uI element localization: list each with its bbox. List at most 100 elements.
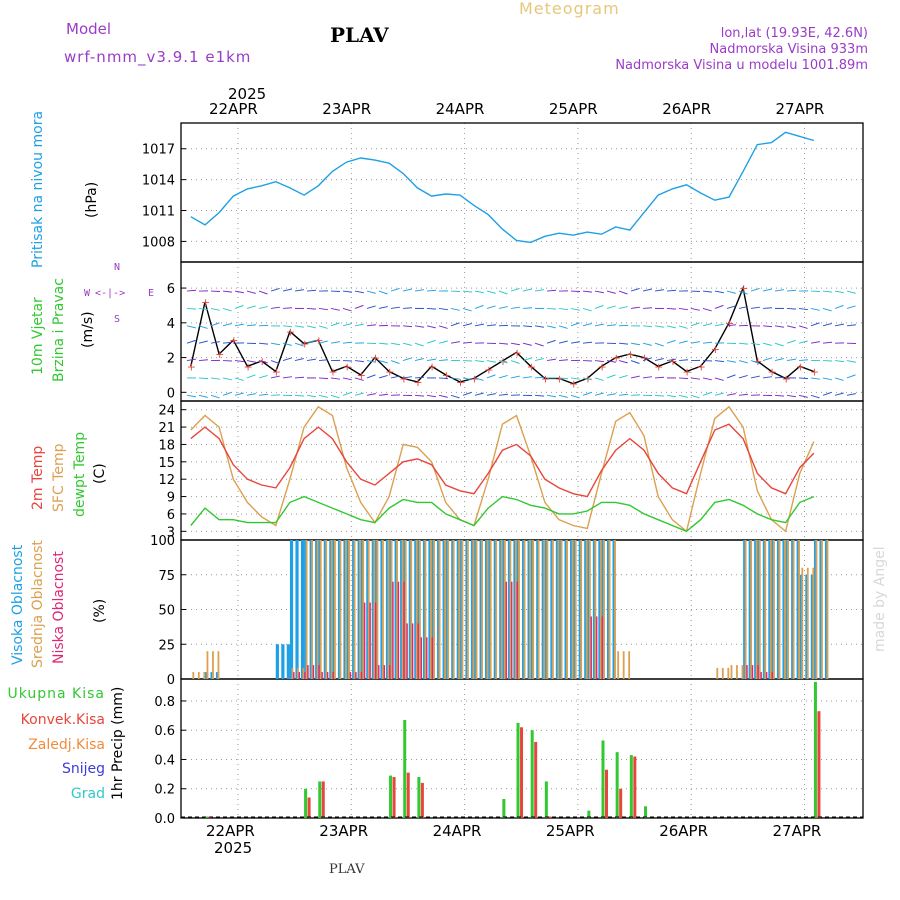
precip-total-bar	[204, 816, 208, 818]
wind-arrow	[414, 358, 424, 362]
wind-arrow	[210, 394, 220, 399]
wind-arrow	[786, 307, 797, 310]
cloud-low-bar	[397, 581, 400, 679]
wind-arrow	[750, 306, 760, 309]
credit-label: made by Angel	[872, 546, 888, 652]
cloud-mid-bar	[769, 540, 772, 679]
wind-marker: +	[767, 365, 776, 378]
wind-arrow	[726, 360, 736, 363]
wind-arrow	[270, 306, 280, 309]
wind-arrow	[774, 342, 784, 347]
wind-arrow	[594, 377, 604, 381]
cloud-mid-bar	[778, 540, 781, 679]
bottom-year-label: 2025	[214, 839, 253, 857]
wind-arrow	[534, 394, 545, 397]
compass-e: E	[148, 288, 155, 299]
wind-arrow	[630, 342, 640, 346]
cloud-mid-bar	[523, 540, 526, 679]
cloud-mid-bar	[730, 665, 733, 679]
cloud-mid-bar	[192, 672, 195, 679]
top-date-label: 26APR	[662, 100, 712, 118]
wind-arrow	[306, 358, 316, 362]
wind-arrow	[702, 391, 712, 396]
pressure-unit: (hPa)	[84, 181, 100, 218]
wind-arrow	[846, 393, 856, 396]
cloud-mid-bar	[461, 540, 464, 679]
precip-total-bar	[629, 755, 633, 818]
cloud-low-bar	[601, 616, 603, 679]
wind-arrow	[330, 394, 340, 399]
cloud-mid-bar	[826, 540, 829, 679]
wind-arrow	[354, 360, 364, 363]
cloud-mid-bar	[787, 540, 790, 679]
wind-arrow	[354, 392, 364, 396]
cloud-mid-bar	[750, 540, 753, 679]
wind-arrow	[654, 394, 665, 397]
wind-arrow	[558, 377, 569, 380]
cloud-low-bar	[326, 672, 329, 679]
panel-frame	[180, 261, 864, 402]
wind-arrow	[186, 307, 197, 310]
precip-total-bar	[389, 775, 393, 818]
wind-arrow	[750, 360, 760, 364]
wind-arrow	[678, 377, 689, 380]
cloud-low-bar	[505, 581, 507, 679]
wind-marker: +	[598, 360, 607, 373]
wind-arrow	[582, 323, 592, 327]
wind-marker: +	[314, 334, 323, 347]
cloud-mid-bar	[373, 540, 376, 679]
cloud-low-bar	[403, 581, 405, 679]
wind-arrow	[618, 360, 628, 364]
wind-arrow	[522, 307, 533, 309]
wind-speed-line	[190, 285, 815, 385]
wind-marker: +	[513, 346, 522, 359]
wind-arrow	[342, 323, 352, 327]
wind-arrow	[390, 306, 400, 309]
cloud-low-bar	[307, 665, 309, 679]
wind-arrow	[762, 325, 773, 328]
wind-marker: +	[428, 360, 437, 373]
wind-arrow	[186, 394, 196, 398]
wind-arrow	[522, 288, 532, 292]
cloud-high-bar	[819, 540, 823, 679]
wind-arrow	[246, 360, 256, 363]
lonlat-label: lon,lat (19.93E, 42.6N)	[720, 26, 868, 41]
wind-arrow	[474, 392, 484, 396]
wind-arrow	[702, 307, 712, 312]
cloud-mid-bar	[466, 540, 469, 679]
wind-arrow	[426, 358, 436, 362]
cloud-mid-bar	[608, 540, 611, 679]
cloud-mid-bar	[291, 667, 294, 679]
wind-arrow	[414, 394, 425, 397]
wind-arrow	[366, 324, 376, 327]
temp-dew-label: dewpt Temp	[72, 431, 88, 517]
wind-arrow	[834, 377, 844, 381]
wind-arrow	[258, 360, 268, 364]
wind-arrow	[522, 325, 533, 328]
cloud-high-bar	[530, 540, 534, 679]
wind-arrow	[294, 394, 305, 397]
precip-conv-bar	[520, 727, 524, 818]
wind-arrow	[198, 359, 209, 362]
wind-arrow	[618, 290, 628, 295]
wind-arrow	[414, 325, 424, 328]
wind-arrow	[546, 358, 556, 362]
wind-arrow	[654, 376, 665, 379]
wind-arrow	[330, 307, 340, 311]
wind-arrow	[606, 393, 616, 396]
wind-arrow	[210, 307, 220, 311]
y-tick-label: 4	[167, 317, 175, 332]
wind-arrow	[258, 342, 269, 345]
cloud-mid-bar	[444, 540, 446, 679]
cloud-mid-bar	[792, 540, 795, 679]
wind-arrow	[678, 359, 689, 362]
wind-arrow	[258, 306, 268, 309]
wind-arrow	[582, 307, 592, 312]
wind-arrow	[318, 377, 329, 380]
cloud-mid-bar	[458, 540, 461, 679]
wind-arrow	[342, 290, 352, 293]
cloud-mid-bar	[348, 540, 350, 679]
wind-arrow	[810, 377, 820, 380]
wind-arrow	[714, 323, 724, 327]
cloud-mid-bar	[529, 540, 531, 679]
